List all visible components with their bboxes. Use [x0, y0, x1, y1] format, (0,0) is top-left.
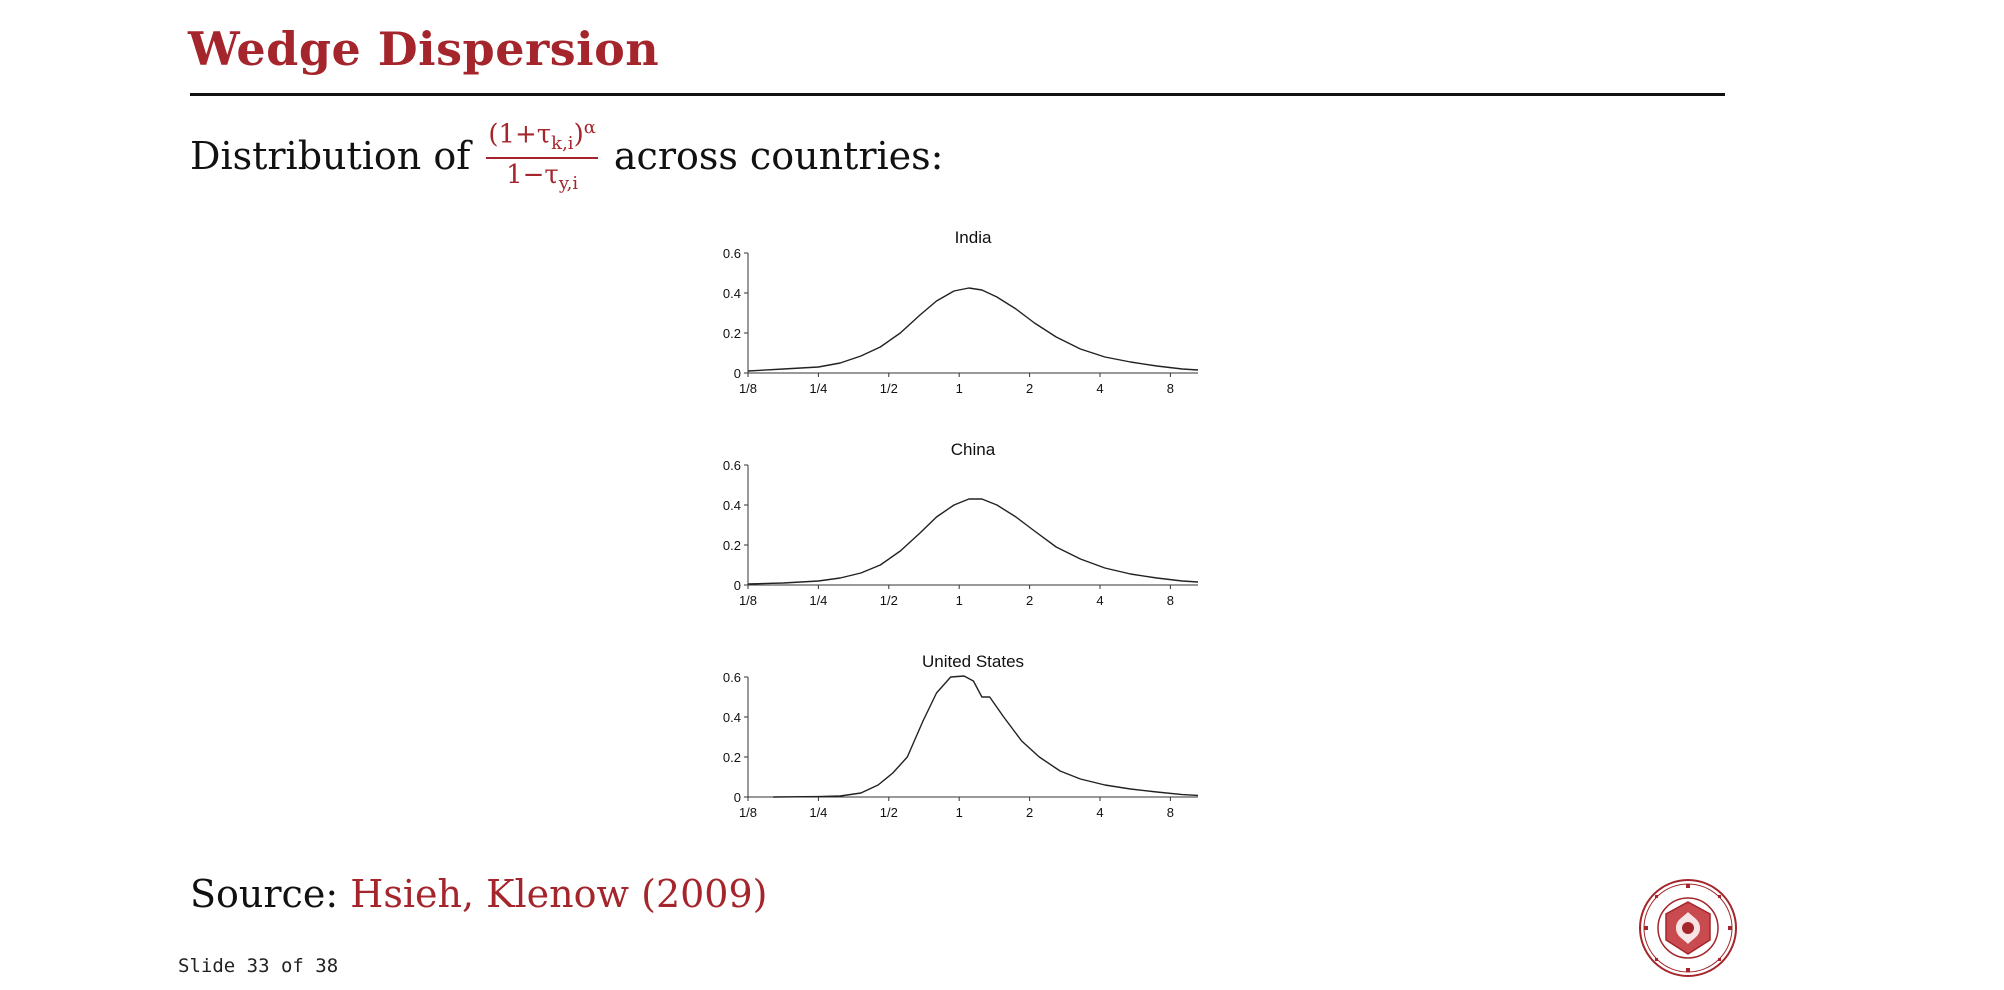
formula-numerator-base: (1+τ [488, 119, 552, 150]
x-tick-label: 1/4 [809, 593, 827, 608]
slide-counter: Slide 33 of 38 [178, 955, 339, 977]
density-line [747, 287, 1199, 372]
distribution-charts: India 0 0.2 0.4 0.6 1/8 1/4 1/2 1 2 4 8 China 0 0.2 0.4… [700, 225, 1220, 835]
x-tick-label: 8 [1167, 805, 1174, 820]
x-tick-label: 1/2 [880, 805, 898, 820]
x-tick-label: 2 [1026, 381, 1033, 396]
x-tick-label: 1/8 [739, 381, 757, 396]
y-tick-label: 0.4 [723, 710, 741, 725]
y-tick-label: 0 [734, 578, 741, 593]
x-tick-label: 2 [1026, 593, 1033, 608]
x-tick-label: 8 [1167, 381, 1174, 396]
formula-numerator-close: ) [573, 119, 584, 150]
density-line [747, 498, 1199, 585]
x-tick-label: 1/4 [809, 381, 827, 396]
y-tick-label: 0.6 [723, 458, 741, 473]
formula-numerator-sub: k,i [551, 132, 574, 154]
chart-panel: India 0 0.2 0.4 0.6 1/8 1/4 1/2 1 2 4 8 [723, 228, 1199, 396]
formula-denominator-sub: y,i [558, 172, 579, 194]
x-tick-label: 1 [956, 805, 963, 820]
source-citation: Source: Hsieh, Klenow (2009) [190, 872, 767, 916]
chart-title: China [951, 440, 996, 459]
source-link[interactable]: Hsieh, Klenow (2009) [350, 872, 768, 916]
chart-title: India [955, 228, 992, 247]
chart-title: United States [922, 652, 1024, 671]
x-tick-label: 1/2 [880, 593, 898, 608]
formula-denominator: 1−τy,i [506, 159, 578, 194]
y-tick-label: 0.2 [723, 750, 741, 765]
x-tick-label: 1 [956, 381, 963, 396]
y-tick-label: 0.6 [723, 670, 741, 685]
y-tick-label: 0.4 [723, 286, 741, 301]
x-tick-label: 1/2 [880, 381, 898, 396]
chart-panel: China 0 0.2 0.4 0.6 1/8 1/4 1/2 1 2 4 8 [723, 440, 1199, 608]
x-tick-label: 4 [1096, 593, 1103, 608]
x-tick-label: 4 [1096, 805, 1103, 820]
formula-denominator-base: 1−τ [506, 159, 559, 190]
formula-numerator: (1+τk,i)α [486, 118, 598, 159]
slide-subtitle: Distribution of (1+τk,i)α 1−τy,i across … [190, 118, 943, 194]
y-tick-label: 0 [734, 366, 741, 381]
chart-panel: United States 0 0.2 0.4 0.6 1/8 1/4 1/2 1 2 4 8 [723, 652, 1199, 820]
y-tick-label: 0.2 [723, 326, 741, 341]
y-tick-label: 0.4 [723, 498, 741, 513]
title-divider [190, 93, 1725, 96]
source-label: Source: [190, 872, 339, 916]
density-line [773, 675, 1199, 798]
subtitle-suffix: across countries: [613, 133, 944, 178]
formula-numerator-sup: α [583, 117, 596, 138]
university-seal-icon [1639, 879, 1737, 977]
x-tick-label: 1/8 [739, 593, 757, 608]
x-tick-label: 1 [956, 593, 963, 608]
y-tick-label: 0.6 [723, 246, 741, 261]
x-tick-label: 1/8 [739, 805, 757, 820]
charts-svg: India 0 0.2 0.4 0.6 1/8 1/4 1/2 1 2 4 8 China 0 0.2 0.4… [723, 228, 1199, 820]
subtitle-prefix: Distribution of [190, 133, 471, 178]
y-tick-label: 0 [734, 790, 741, 805]
y-tick-label: 0.2 [723, 538, 741, 553]
slide-title: Wedge Dispersion [188, 22, 660, 76]
x-tick-label: 2 [1026, 805, 1033, 820]
x-tick-label: 8 [1167, 593, 1174, 608]
x-tick-label: 4 [1096, 381, 1103, 396]
wedge-formula: (1+τk,i)α 1−τy,i [486, 118, 598, 194]
x-tick-label: 1/4 [809, 805, 827, 820]
